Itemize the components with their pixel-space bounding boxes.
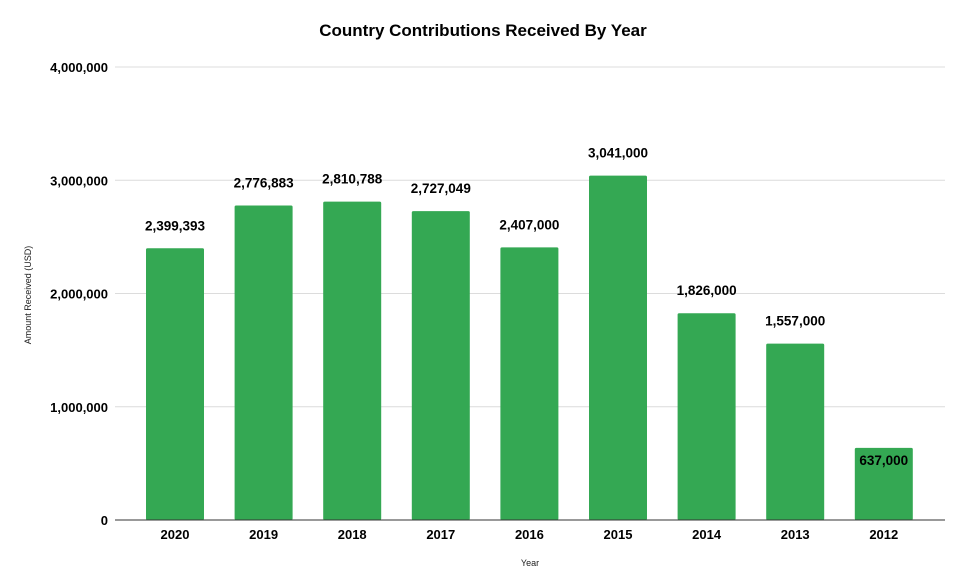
- data-label: 2,399,393: [145, 218, 206, 233]
- bar-2018: [323, 201, 382, 520]
- data-label: 2,810,788: [322, 172, 383, 187]
- x-tick-label: 2016: [515, 527, 544, 542]
- data-label: 2,727,049: [411, 181, 471, 196]
- data-label: 2,776,883: [234, 176, 295, 191]
- x-tick-label: 2020: [161, 527, 190, 542]
- x-tick-label: 2017: [426, 527, 455, 542]
- x-tick-label: 2019: [249, 527, 278, 542]
- x-tick-label: 2013: [781, 527, 810, 542]
- x-tick-label: 2012: [869, 527, 898, 542]
- bar-2016: [500, 247, 559, 520]
- x-tick-label: 2018: [338, 527, 367, 542]
- data-label: 1,557,000: [765, 314, 825, 329]
- y-axis-label: Amount Received (USD): [23, 246, 33, 345]
- bar-2013: [766, 343, 825, 520]
- bar-2015: [589, 175, 647, 520]
- data-label: 3,041,000: [588, 146, 648, 161]
- y-tick-label: 4,000,000: [50, 60, 108, 75]
- x-tick-label: 2014: [692, 527, 722, 542]
- x-tick-label: 2015: [604, 527, 633, 542]
- chart-title: Country Contributions Received By Year: [319, 21, 647, 40]
- bar-2012: [854, 447, 913, 520]
- data-label: 1,826,000: [677, 283, 737, 298]
- x-axis-label: Year: [521, 558, 539, 568]
- y-tick-label: 3,000,000: [50, 173, 108, 188]
- bar-2020: [146, 248, 204, 520]
- bar-2019: [234, 205, 293, 520]
- y-tick-label: 1,000,000: [50, 400, 108, 415]
- y-tick-label: 0: [101, 513, 108, 528]
- y-tick-label: 2,000,000: [50, 287, 108, 302]
- bar-2014: [677, 313, 736, 520]
- bar-2017: [411, 211, 470, 521]
- data-label: 2,407,000: [499, 217, 559, 232]
- data-label: 637,000: [859, 453, 908, 468]
